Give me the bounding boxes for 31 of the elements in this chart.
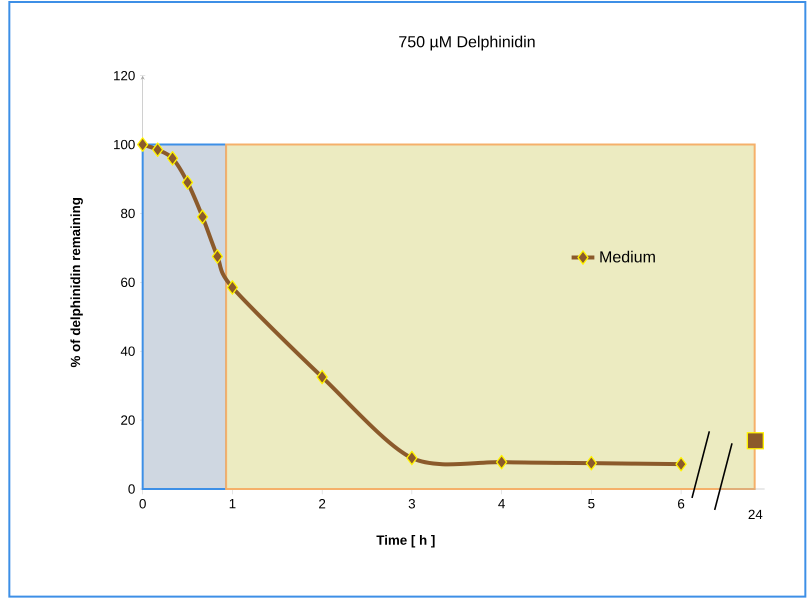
y-tick-label: 0 [128,484,135,494]
point [166,150,178,166]
x-tick-label: 0 [139,499,146,508]
y-tick-label: 20 [121,415,135,425]
x-tick-label: 1 [230,499,236,508]
legend-label: Medium [600,250,655,262]
point [406,450,418,466]
x-tick-label: 24 [748,510,762,520]
y-tick-label: 120 [114,70,135,80]
point [182,175,194,190]
point [212,249,224,264]
y-tick-label: 40 [120,346,135,356]
point [196,210,208,224]
point [316,370,328,384]
chart-title: 750 µM Delphinidin [399,36,535,51]
y-tick-label: 100 [114,140,135,150]
x-tick-label: 3 [408,499,416,508]
point [496,454,508,470]
x-tick-label: 5 [588,499,594,508]
y-axis-title: % of delphinidin remaining [70,198,83,368]
x-tick-label: 4 [498,499,505,508]
y-tick-label: 60 [121,278,135,288]
x-tick-label: 2 [319,499,326,508]
x-axis-title: Time [ h ] [376,535,435,548]
y-tick-label: 80 [121,208,135,218]
x-tick-label: 6 [678,499,684,508]
point [675,456,687,472]
point [226,280,238,295]
point [586,456,598,470]
point [137,137,148,152]
point [152,142,164,158]
